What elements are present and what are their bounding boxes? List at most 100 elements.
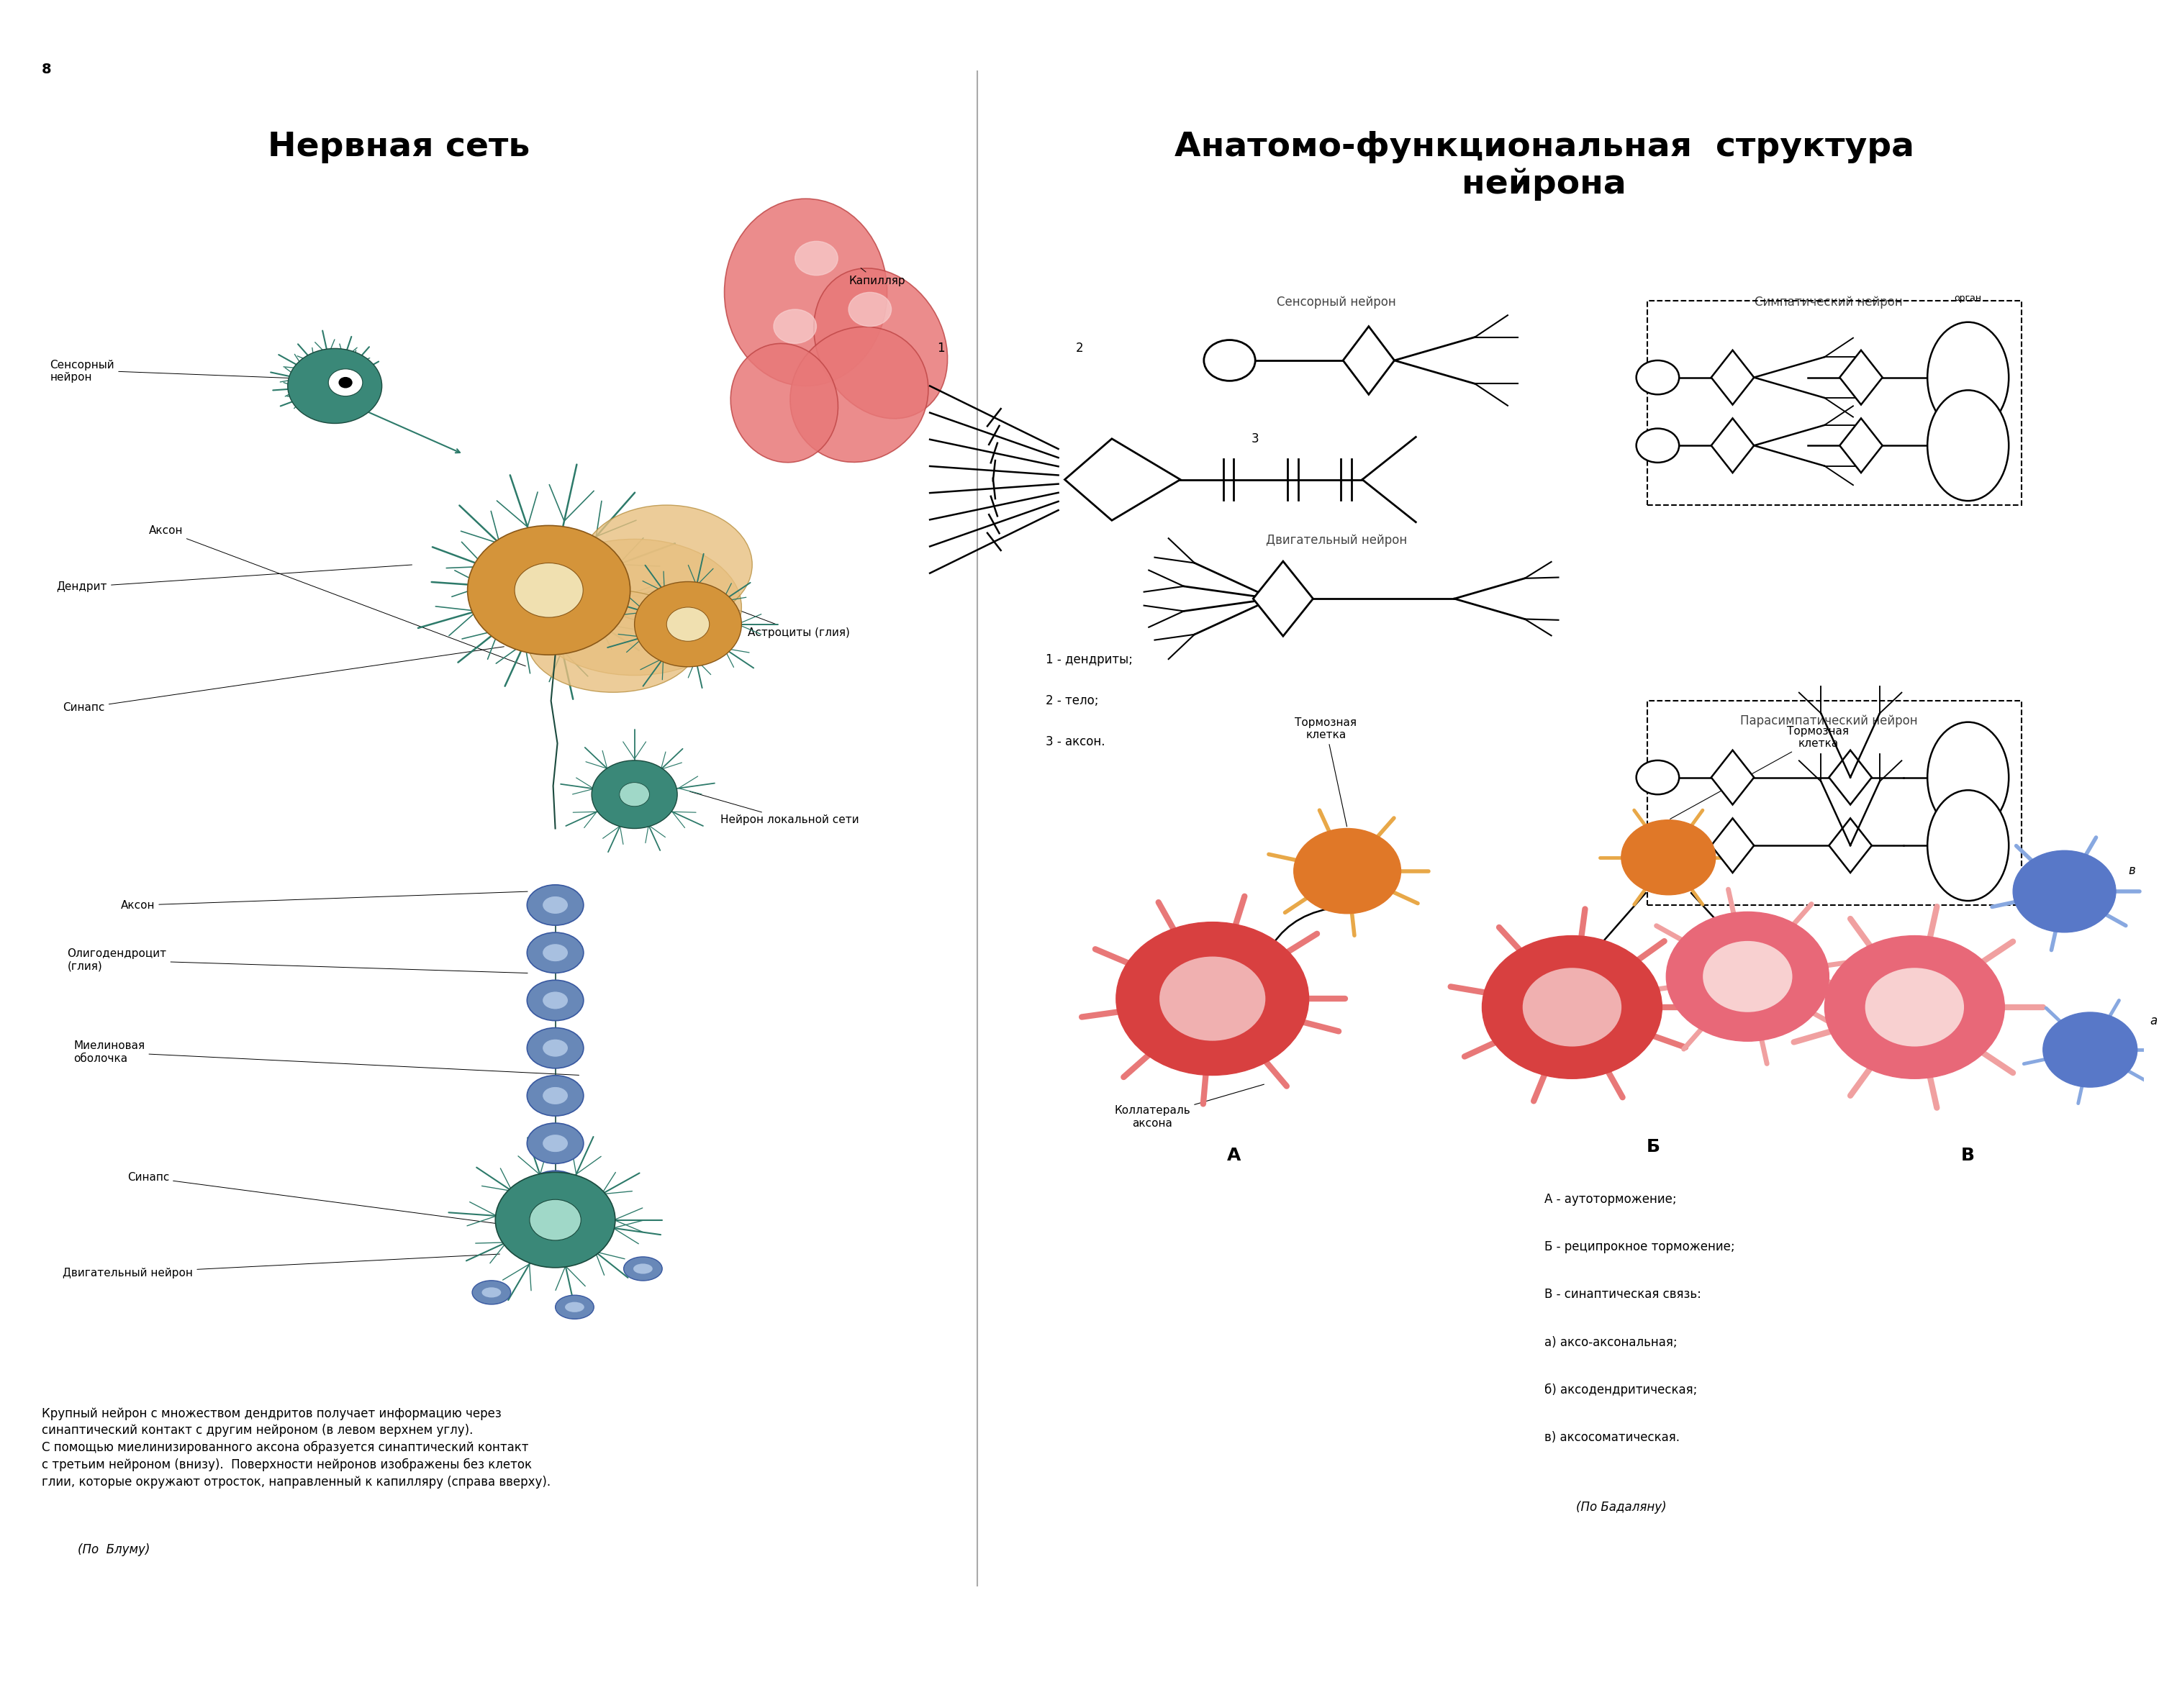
Text: б) аксодендритическая;: б) аксодендритическая; (1544, 1383, 1697, 1397)
Ellipse shape (555, 1295, 594, 1319)
Text: Аксон: Аксон (149, 526, 525, 666)
Polygon shape (1712, 418, 1753, 473)
Text: Тормозная
клетка: Тормозная клетка (1295, 717, 1356, 827)
Circle shape (1824, 936, 2004, 1079)
Ellipse shape (542, 991, 568, 1009)
Circle shape (1522, 968, 1621, 1047)
Circle shape (773, 309, 816, 343)
Text: Аксон: Аксон (121, 892, 527, 910)
Ellipse shape (527, 980, 583, 1021)
Ellipse shape (814, 268, 948, 418)
Circle shape (1637, 760, 1680, 794)
Ellipse shape (790, 326, 928, 463)
Text: Анатомо-функциональная  структура
нейрона: Анатомо-функциональная структура нейрона (1174, 130, 1915, 202)
Text: Парасимпатический нейрон: Парасимпатический нейрон (1740, 714, 1917, 728)
Text: Коллатераль
аксона: Коллатераль аксона (1114, 1085, 1263, 1129)
Text: (По  Блуму): (По Блуму) (78, 1544, 151, 1556)
Ellipse shape (527, 885, 583, 926)
Text: 2: 2 (1075, 342, 1084, 355)
Circle shape (1667, 912, 1829, 1042)
Circle shape (2012, 851, 2116, 933)
Circle shape (1703, 941, 1792, 1013)
Circle shape (667, 608, 710, 640)
Circle shape (529, 1199, 581, 1240)
Circle shape (1637, 429, 1680, 463)
Ellipse shape (527, 540, 741, 675)
Text: Двигательный нейрон: Двигательный нейрон (63, 1254, 499, 1278)
Ellipse shape (1928, 722, 2008, 834)
Text: Крупный нейрон с множеством дендритов получает информацию через
синаптический ко: Крупный нейрон с множеством дендритов по… (41, 1407, 551, 1488)
Circle shape (1159, 956, 1265, 1040)
Circle shape (514, 564, 583, 617)
Ellipse shape (542, 943, 568, 962)
Text: а: а (2150, 1015, 2157, 1027)
Text: 1 - дендриты;: 1 - дендриты; (1045, 652, 1133, 666)
Circle shape (1293, 828, 1401, 914)
Text: Нервная сеть: Нервная сеть (268, 130, 531, 162)
Text: орган: орган (1954, 294, 1982, 302)
Text: Б - реципрокное торможение;: Б - реципрокное торможение; (1544, 1240, 1734, 1254)
Ellipse shape (624, 1257, 663, 1281)
Circle shape (1483, 936, 1662, 1079)
Ellipse shape (542, 1038, 568, 1057)
Text: Двигательный нейрон: Двигательный нейрон (1265, 535, 1408, 547)
Text: Нейрон локальной сети: Нейрон локальной сети (691, 791, 859, 825)
Polygon shape (1252, 562, 1313, 635)
Polygon shape (1829, 750, 1872, 804)
Polygon shape (1712, 350, 1753, 405)
Text: Олигодендроцит
(глия): Олигодендроцит (глия) (67, 948, 527, 974)
Ellipse shape (542, 1086, 568, 1105)
Ellipse shape (542, 897, 568, 914)
Polygon shape (1839, 350, 1883, 405)
Circle shape (1637, 360, 1680, 395)
Circle shape (1205, 340, 1254, 381)
Ellipse shape (542, 1182, 568, 1201)
Ellipse shape (527, 1076, 583, 1115)
Polygon shape (1839, 418, 1883, 473)
Text: 3: 3 (1252, 432, 1259, 446)
Text: в: в (2129, 864, 2135, 878)
Circle shape (795, 241, 838, 275)
Polygon shape (1829, 818, 1872, 873)
Ellipse shape (527, 933, 583, 974)
Polygon shape (1343, 326, 1395, 395)
Text: (По Бадаляну): (По Бадаляну) (1576, 1501, 1667, 1513)
Ellipse shape (1928, 323, 2008, 432)
Ellipse shape (527, 1170, 583, 1211)
Ellipse shape (725, 198, 887, 386)
Text: А: А (1226, 1146, 1241, 1163)
Circle shape (1865, 968, 1965, 1047)
Ellipse shape (542, 1134, 568, 1153)
Ellipse shape (527, 1124, 583, 1163)
Polygon shape (1712, 818, 1753, 873)
Ellipse shape (527, 591, 700, 692)
Ellipse shape (1928, 791, 2008, 900)
Ellipse shape (481, 1288, 501, 1298)
Text: а) аксо-аксональная;: а) аксо-аксональная; (1544, 1336, 1678, 1349)
Circle shape (1621, 820, 1716, 895)
Text: В: В (1960, 1146, 1975, 1163)
Text: Дендрит: Дендрит (56, 565, 412, 593)
Text: 2 - тело;: 2 - тело; (1045, 693, 1099, 707)
Ellipse shape (730, 343, 838, 463)
Circle shape (494, 1172, 615, 1267)
Text: Б: Б (1647, 1138, 1660, 1155)
Circle shape (469, 526, 630, 654)
Circle shape (592, 760, 678, 828)
Text: Капилляр: Капилляр (848, 268, 905, 285)
Circle shape (620, 782, 650, 806)
Ellipse shape (527, 1028, 583, 1068)
Text: Астроциты (глия): Астроциты (глия) (732, 608, 851, 639)
Text: А - аутоторможение;: А - аутоторможение; (1544, 1192, 1675, 1206)
Circle shape (635, 582, 741, 666)
Text: в) аксосоматическая.: в) аксосоматическая. (1544, 1431, 1680, 1443)
Polygon shape (1712, 750, 1753, 804)
Polygon shape (1064, 439, 1181, 521)
Ellipse shape (1928, 389, 2008, 500)
Ellipse shape (581, 506, 751, 623)
Ellipse shape (566, 1301, 585, 1312)
Circle shape (848, 292, 892, 326)
Text: Сенсорный
нейрон: Сенсорный нейрон (50, 360, 315, 383)
Text: В - синаптическая связь:: В - синаптическая связь: (1544, 1288, 1701, 1301)
Circle shape (2042, 1013, 2137, 1088)
